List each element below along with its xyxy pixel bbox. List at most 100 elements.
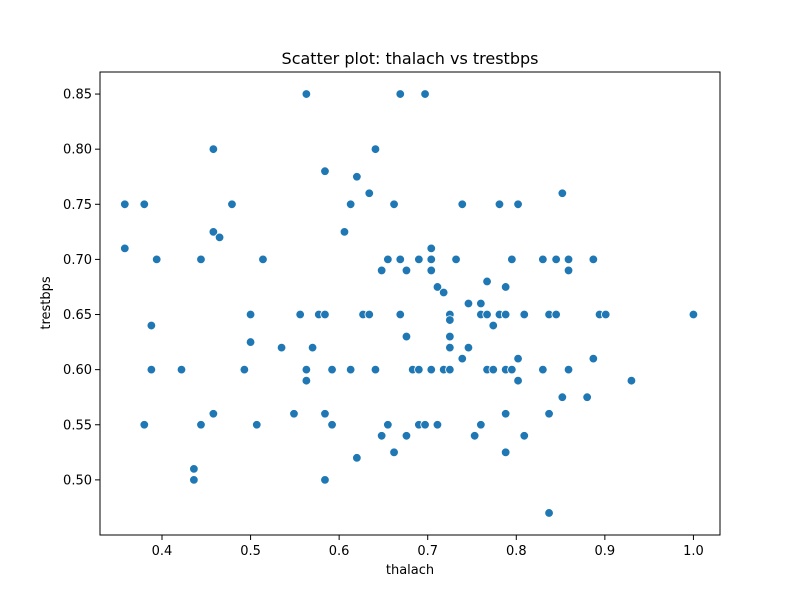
data-point <box>383 254 393 265</box>
y-tick-label: 0.55 <box>63 418 92 433</box>
data-point <box>301 364 312 375</box>
y-tick-label: 0.60 <box>63 363 92 378</box>
data-point <box>196 254 206 265</box>
data-point <box>258 254 268 265</box>
data-point <box>420 420 430 430</box>
data-point <box>463 342 474 353</box>
data-point <box>538 254 548 265</box>
data-point <box>352 172 362 182</box>
data-point <box>307 342 318 353</box>
data-point <box>426 254 436 265</box>
data-point <box>420 89 430 99</box>
data-point <box>445 331 455 342</box>
data-point <box>383 420 393 430</box>
data-point <box>320 309 330 320</box>
data-point <box>482 276 492 287</box>
data-point <box>500 409 511 419</box>
data-point <box>146 320 157 331</box>
data-point <box>476 420 486 430</box>
data-point <box>438 287 449 298</box>
data-point <box>327 420 337 430</box>
data-point <box>120 243 130 254</box>
data-point <box>245 309 256 320</box>
data-point <box>500 309 511 320</box>
y-tick-label: 0.65 <box>63 308 92 323</box>
data-point <box>301 375 312 386</box>
data-point <box>320 166 330 176</box>
data-point <box>146 364 157 375</box>
data-point <box>389 447 399 458</box>
data-point <box>139 420 149 430</box>
data-point <box>208 144 219 154</box>
data-point <box>426 243 436 254</box>
data-point <box>401 431 412 441</box>
data-point <box>401 265 412 276</box>
data-point <box>513 353 523 364</box>
data-point <box>557 392 568 402</box>
data-point <box>457 353 467 364</box>
y-tick-label: 0.70 <box>63 253 92 268</box>
chart-title: Scatter plot: thalach vs trestbps <box>282 49 539 68</box>
data-point <box>370 364 381 375</box>
data-point <box>563 364 574 375</box>
data-point <box>432 420 443 430</box>
x-tick-label: 0.6 <box>329 544 350 559</box>
data-point <box>295 309 305 320</box>
data-point <box>352 453 362 463</box>
data-point <box>482 309 492 320</box>
data-point <box>364 309 374 320</box>
data-point <box>327 364 337 375</box>
y-axis-label: trestbps <box>39 276 54 330</box>
data-point <box>563 254 574 265</box>
x-axis-ticks: 0.4 0.5 0.6 0.7 0.8 0.9 1.0 <box>152 535 704 559</box>
x-axis-label: thalach <box>386 563 434 578</box>
x-tick-label: 0.8 <box>506 544 527 559</box>
data-point <box>544 409 554 419</box>
data-point <box>507 254 517 265</box>
data-point <box>551 309 561 320</box>
data-point <box>320 475 330 485</box>
data-point <box>563 265 574 276</box>
data-point <box>364 188 374 198</box>
data-point <box>544 508 554 518</box>
x-tick-label: 1.0 <box>683 544 704 559</box>
data-point <box>519 309 529 320</box>
data-point <box>214 232 225 243</box>
data-point <box>414 254 424 265</box>
data-point <box>370 144 381 154</box>
data-point <box>582 392 592 402</box>
data-point <box>588 254 599 265</box>
data-point <box>476 298 486 309</box>
data-point <box>601 309 611 320</box>
y-tick-label: 0.75 <box>63 198 92 213</box>
data-point <box>376 265 387 276</box>
x-tick-label: 0.5 <box>240 544 261 559</box>
y-tick-label: 0.80 <box>63 143 92 158</box>
y-axis-ticks: 0.50 0.55 0.60 0.65 0.70 0.75 0.80 0.85 <box>63 88 100 488</box>
plot-frame <box>99 71 721 536</box>
y-tick-label: 0.85 <box>63 88 92 103</box>
data-point <box>445 315 455 325</box>
data-point <box>688 309 699 320</box>
data-point <box>208 227 219 237</box>
data-point <box>507 364 517 375</box>
data-point <box>488 320 498 331</box>
data-point <box>395 89 405 99</box>
data-point <box>626 375 637 386</box>
data-point <box>500 282 511 292</box>
data-point <box>445 342 455 353</box>
data-point <box>513 199 523 209</box>
data-point <box>432 282 443 292</box>
data-point <box>252 420 262 430</box>
data-point <box>139 199 149 209</box>
data-point <box>151 254 162 265</box>
data-point <box>395 254 405 265</box>
data-point <box>208 409 219 419</box>
data-point <box>519 431 529 441</box>
data-point <box>395 309 405 320</box>
data-point <box>488 364 498 375</box>
data-point <box>457 199 467 209</box>
data-point <box>445 364 455 375</box>
